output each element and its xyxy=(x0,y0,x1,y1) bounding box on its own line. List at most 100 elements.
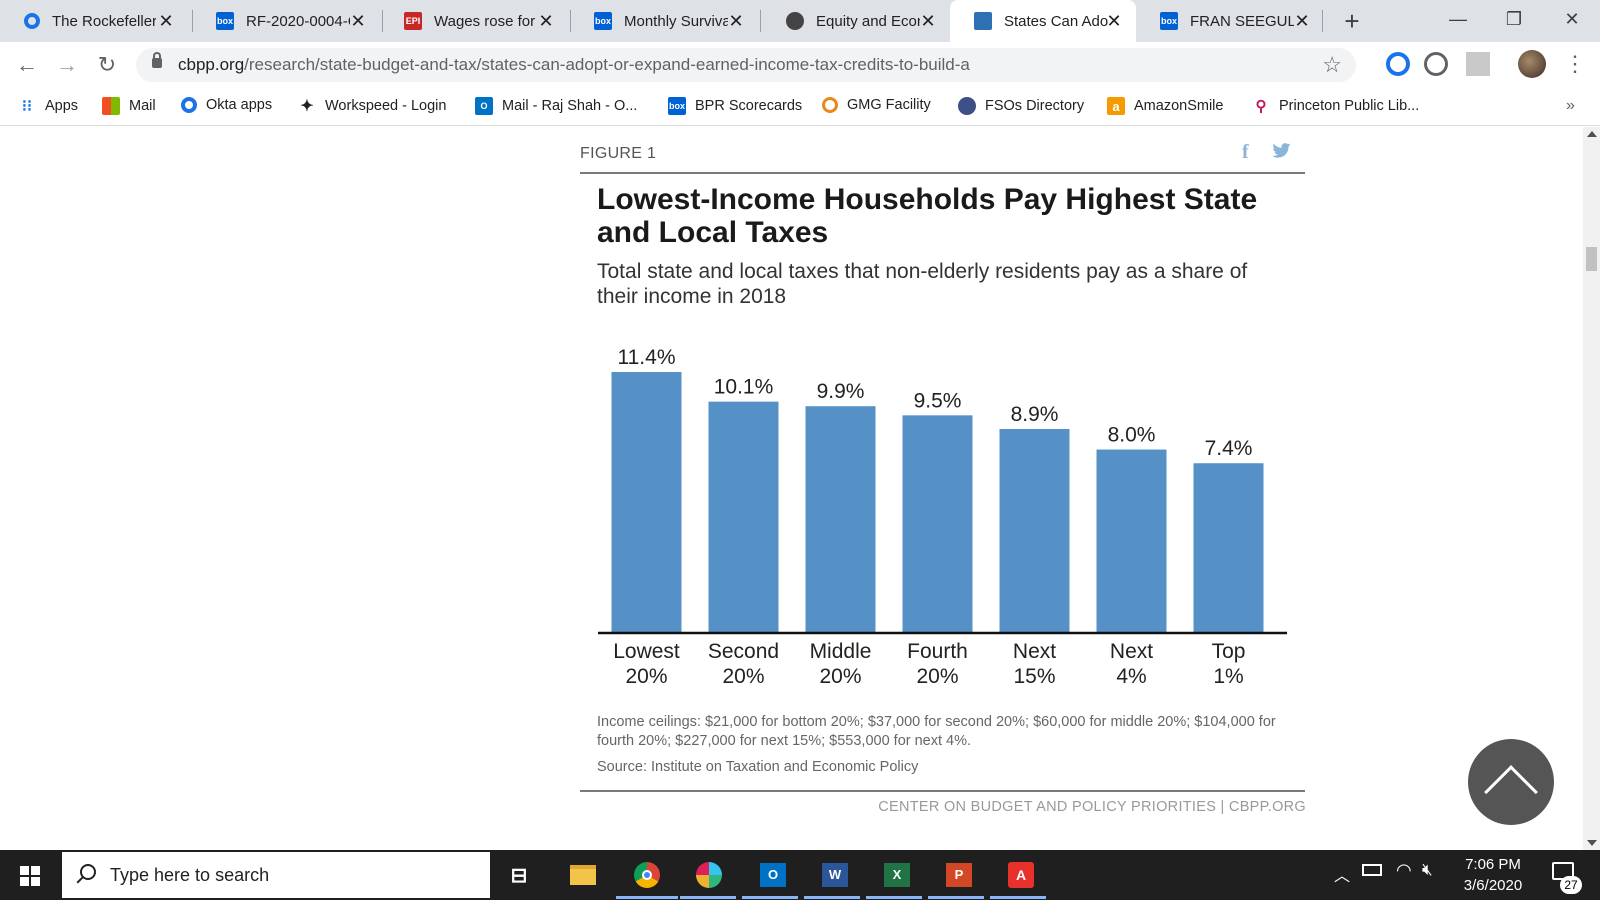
open-app-indicator xyxy=(866,896,922,899)
bookmark-bpr-scorecards[interactable]: box BPR Scorecards xyxy=(668,97,802,115)
new-tab-button[interactable]: + xyxy=(1344,6,1360,36)
bookmark-label: Mail xyxy=(129,98,156,114)
facebook-share-icon[interactable]: f xyxy=(1242,141,1249,163)
close-icon[interactable]: ✕ xyxy=(1106,11,1122,31)
x-tick-label: Top xyxy=(1212,640,1246,663)
acrobat-icon[interactable]: A xyxy=(1004,858,1038,892)
bookmark-okta-apps[interactable]: Okta apps xyxy=(181,97,272,113)
scroll-up-arrow-icon[interactable] xyxy=(1587,131,1597,137)
scroll-down-arrow-icon[interactable] xyxy=(1587,840,1597,846)
epi-icon: EPI xyxy=(404,12,422,30)
close-window-button[interactable]: ✕ xyxy=(1564,9,1580,29)
bar-value-label: 8.9% xyxy=(1011,403,1059,426)
close-icon[interactable]: ✕ xyxy=(158,11,174,31)
x-tick-label: Second xyxy=(708,640,779,663)
taskbar-search-box[interactable]: Type here to search xyxy=(62,852,490,898)
address-bar[interactable]: cbpp.org/research/state-budget-and-tax/s… xyxy=(136,48,1356,82)
close-icon[interactable]: ✕ xyxy=(1294,11,1310,31)
x-tick-label: Next xyxy=(1110,640,1153,663)
box-icon: box xyxy=(668,97,686,115)
tab-fran-seegull[interactable]: box FRAN SEEGULL ✕ xyxy=(1136,0,1324,42)
x-tick-label: 20% xyxy=(625,665,667,688)
active-app-indicator xyxy=(616,896,678,899)
bookmarks-overflow-icon[interactable]: » xyxy=(1566,97,1575,114)
minimize-button[interactable]: — xyxy=(1449,9,1467,29)
bookmark-workspeed[interactable]: ✦ Workspeed - Login xyxy=(298,97,446,115)
close-icon[interactable]: ✕ xyxy=(350,11,366,31)
bookmark-star-icon[interactable]: ☆ xyxy=(1322,52,1342,77)
outlook-taskbar-icon[interactable]: O xyxy=(756,858,790,892)
slack-icon[interactable] xyxy=(692,858,726,892)
back-to-top-button[interactable] xyxy=(1468,739,1554,825)
open-app-indicator xyxy=(680,896,736,899)
bar-4 xyxy=(999,429,1070,632)
bookmark-label: Okta apps xyxy=(206,97,273,113)
file-explorer-icon[interactable] xyxy=(566,858,600,892)
x-tick-label: Fourth xyxy=(907,640,968,663)
box-icon: box xyxy=(216,12,234,30)
open-app-indicator xyxy=(928,896,984,899)
clock-date: 3/6/2020 xyxy=(1463,877,1523,894)
bookmark-label: GMG Facility xyxy=(847,97,931,113)
bar-1 xyxy=(708,401,779,632)
bookmark-outlook-mail[interactable]: O Mail - Raj Shah - O... xyxy=(475,97,637,115)
scroll-thumb[interactable] xyxy=(1586,247,1597,271)
close-icon[interactable]: ✕ xyxy=(538,11,554,31)
task-view-icon[interactable]: ⊟ xyxy=(510,864,528,887)
bookmark-princeton-library[interactable]: ⚲ Princeton Public Lib... xyxy=(1252,97,1420,115)
close-icon[interactable]: ✕ xyxy=(920,11,936,31)
figure-bottom-rule xyxy=(580,790,1305,792)
url-path: /research/state-budget-and-tax/states-ca… xyxy=(244,55,970,74)
tab-separator xyxy=(382,10,383,32)
tab-wages[interactable]: EPI Wages rose for ✕ xyxy=(380,0,568,42)
forward-button[interactable]: → xyxy=(56,52,78,77)
gmg-icon xyxy=(822,97,838,113)
reload-button[interactable]: ↻ xyxy=(97,52,117,77)
search-placeholder: Type here to search xyxy=(110,865,270,885)
bookmark-fsos-directory[interactable]: FSOs Directory xyxy=(958,97,1084,115)
powerpoint-icon[interactable]: P xyxy=(942,858,976,892)
tray-chevron-up-icon[interactable]: ︿ xyxy=(1334,868,1351,885)
back-button[interactable]: ← xyxy=(16,52,38,77)
volume-muted-icon[interactable]: 🔇︎ xyxy=(1422,860,1433,879)
okta-extension-icon[interactable] xyxy=(1386,52,1410,76)
restore-button[interactable]: ❐ xyxy=(1505,9,1523,29)
bookmark-apps[interactable]: ⁝⁝ Apps xyxy=(18,97,78,115)
bookmark-mail[interactable]: Mail xyxy=(102,97,156,115)
bookmark-gmg-facility[interactable]: GMG Facility xyxy=(822,97,931,113)
wifi-icon[interactable]: ◠ xyxy=(1396,860,1412,880)
windows-start-icon[interactable] xyxy=(20,866,40,886)
bookmark-label: Workspeed - Login xyxy=(325,98,447,114)
tab-rf-2020[interactable]: box RF-2020-0004-C ✕ xyxy=(192,0,380,42)
bookmark-amazonsmile[interactable]: a AmazonSmile xyxy=(1107,97,1223,115)
tab-strip: The Rockefeller ✕ box RF-2020-0004-C ✕ E… xyxy=(0,0,1600,42)
profile-avatar[interactable] xyxy=(1518,50,1546,78)
tab-states-can-adopt[interactable]: States Can Adop ✕ xyxy=(950,0,1136,42)
x-tick-label: Lowest xyxy=(613,640,680,663)
chevron-up-icon xyxy=(1484,765,1538,819)
search-icon xyxy=(80,864,96,880)
tab-title: The Rockefeller xyxy=(52,12,156,30)
battery-icon[interactable] xyxy=(1362,864,1382,876)
close-icon[interactable]: ✕ xyxy=(728,11,744,31)
excel-icon[interactable]: X xyxy=(880,858,914,892)
okta-circle-icon xyxy=(181,97,197,113)
twitter-share-icon[interactable] xyxy=(1272,143,1292,159)
page-scrollbar[interactable] xyxy=(1583,127,1600,850)
tab-rockefeller[interactable]: The Rockefeller ✕ xyxy=(0,0,188,42)
word-icon[interactable]: W xyxy=(818,858,852,892)
tab-monthly-survival[interactable]: box Monthly Surviva ✕ xyxy=(570,0,758,42)
amazon-icon: a xyxy=(1107,97,1125,115)
chrome-icon[interactable] xyxy=(630,858,664,892)
extension-icon[interactable] xyxy=(1424,52,1448,76)
chrome-menu-icon[interactable]: ⋮ xyxy=(1564,51,1586,76)
tab-separator xyxy=(570,10,571,32)
lock-icon xyxy=(152,52,162,68)
tab-separator xyxy=(192,10,193,32)
bookmark-extension-icon[interactable] xyxy=(1466,52,1490,76)
tab-equity[interactable]: Equity and Econ ✕ xyxy=(762,0,950,42)
tab-title: Equity and Econ xyxy=(816,12,920,30)
system-clock[interactable]: 7:06 PM 3/6/2020 xyxy=(1448,854,1538,896)
bar-value-label: 9.5% xyxy=(914,389,962,412)
bar-value-label: 8.0% xyxy=(1108,424,1156,447)
